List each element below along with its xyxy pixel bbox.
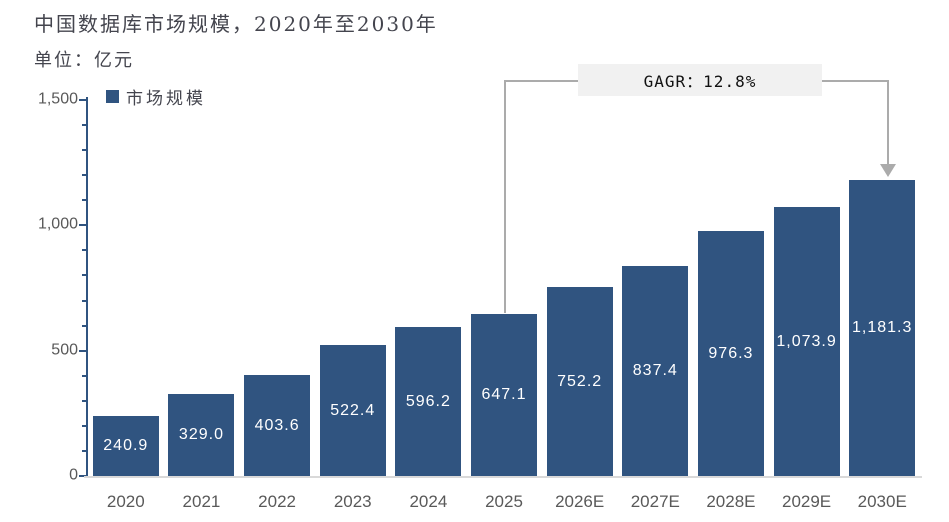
bar-2030E: 1,181.3: [849, 180, 916, 476]
bar-group-2024: 596.2 2024: [391, 99, 467, 511]
annotation-connector-right-horizontal: [822, 80, 888, 82]
x-axis-label-2025: 2025: [485, 492, 523, 511]
x-axis-label-2030E: 2030E: [857, 492, 907, 511]
bar-value-label: 647.1: [481, 386, 527, 403]
bar-2020: 240.9: [92, 416, 159, 476]
x-axis-label-2026E: 2026E: [555, 492, 605, 511]
bar-2023: 522.4: [319, 345, 386, 476]
y-axis-tick: [82, 149, 87, 152]
y-axis-tick: [82, 299, 87, 302]
bar-group-2028E: 976.3 2028E: [693, 99, 769, 511]
y-axis-tick-label: 0: [69, 466, 78, 484]
bar-value-label: 837.4: [632, 362, 678, 379]
bar-group-2030E: 1,181.3 2030E: [844, 99, 920, 511]
x-axis-baseline: [84, 476, 922, 478]
annotation-connector-right-vertical: [887, 80, 889, 165]
y-axis-tick: [82, 374, 87, 377]
bar-group-2029E: 1,073.9 2029E: [769, 99, 845, 511]
chart-title: 中国数据库市场规模，2020年至2030年: [34, 12, 438, 36]
y-axis-tick-label: 1,000: [37, 215, 78, 233]
y-axis-tick: [82, 399, 87, 402]
y-axis-tick: [82, 124, 87, 127]
y-axis-tick: [82, 174, 87, 177]
x-axis-label-2020: 2020: [106, 492, 145, 511]
x-axis-label-2027E: 2027E: [630, 492, 680, 511]
x-axis-label-2029E: 2029E: [781, 492, 832, 511]
bar-group-2023: 522.4 2023: [315, 99, 391, 511]
bar-group-2022: 403.6 2022: [239, 99, 315, 511]
y-axis-tick-label: 1,500: [37, 90, 78, 108]
bar-value-label: 240.9: [103, 437, 149, 454]
arrow-down-icon: [880, 164, 896, 177]
bar-2029E: 1,073.9: [773, 207, 840, 476]
annotation-connector-left-horizontal: [504, 80, 578, 82]
bar-value-label: 329.0: [178, 426, 224, 443]
legend: 市场规模: [106, 84, 206, 109]
bar-group-2026E: 752.2 2026E: [542, 99, 618, 511]
bar-value-label: 976.3: [708, 344, 754, 362]
bar-group-2027E: 837.4 2027E: [617, 99, 693, 511]
annotation-connector-left-vertical: [504, 80, 506, 313]
y-axis-tick: [82, 274, 87, 277]
bar-group-2020: 240.9 2020: [88, 99, 164, 511]
bar-2026E: 752.2: [546, 287, 613, 476]
x-axis-label-2021: 2021: [182, 492, 221, 511]
bar-group-2021: 329.0 2021: [164, 99, 240, 511]
bar-group-2025: 647.1 2025: [466, 99, 542, 511]
y-axis-tick: [79, 349, 87, 352]
cagr-annotation-box: GAGR：12.8%: [578, 64, 822, 96]
bar-value-label: 522.4: [330, 401, 376, 419]
y-axis-tick: [82, 324, 87, 327]
plot-area: 240.9 2020 329.0 2021 403.6 2022 522.4 2023 596.…: [88, 99, 920, 511]
x-axis-label-2024: 2024: [409, 492, 448, 511]
y-axis-tick-label: 500: [51, 340, 78, 358]
bar-2022: 403.6: [244, 375, 311, 476]
bar-value-label: 403.6: [254, 416, 300, 434]
bar-value-label: 1,073.9: [776, 332, 837, 350]
y-axis-tick: [79, 224, 87, 227]
y-axis-tick: [82, 424, 87, 427]
bar-2021: 329.0: [168, 394, 235, 476]
bar-2027E: 837.4: [622, 266, 689, 476]
chart-unit-label: 单位：亿元: [34, 50, 134, 71]
x-axis-label-2022: 2022: [258, 492, 296, 511]
legend-swatch-icon: [106, 90, 119, 103]
y-axis-tick: [82, 199, 87, 202]
bar-value-label: 752.2: [557, 372, 603, 390]
bar-value-label: 1,181.3: [852, 319, 913, 336]
y-axis-tick: [82, 449, 87, 452]
bar-2028E: 976.3: [697, 231, 764, 476]
y-axis-tick: [82, 249, 87, 252]
bar-2025: 647.1: [471, 314, 538, 476]
bar-2024: 596.2: [395, 327, 462, 476]
y-axis-tick: [79, 475, 87, 477]
bar-value-label: 596.2: [405, 392, 451, 410]
y-axis-line: [86, 97, 88, 477]
legend-label: 市场规模: [126, 89, 206, 109]
x-axis-label-2028E: 2028E: [706, 492, 756, 511]
y-axis-tick: [79, 99, 87, 101]
x-axis-label-2023: 2023: [333, 492, 372, 511]
